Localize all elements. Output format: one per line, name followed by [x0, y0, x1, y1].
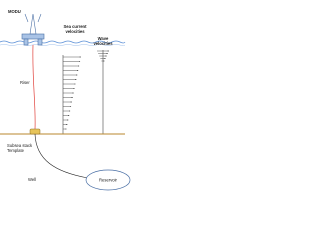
subsea-stack	[29, 128, 41, 135]
sea-current-label: Sea current	[63, 24, 87, 29]
modu-icon	[21, 13, 45, 46]
wave-label: velocities	[93, 41, 113, 46]
sea-current-label: velocities	[65, 29, 85, 34]
water-surface	[0, 44, 126, 46]
subsea-label: Subsea stack	[7, 143, 33, 148]
reservoir	[85, 169, 131, 191]
well-label: Well	[28, 177, 36, 182]
subsea-label: Template	[7, 148, 25, 153]
riser	[32, 44, 36, 130]
modu-label: MODU	[8, 9, 21, 14]
diagram: MODU Riser Subsea stack Template Well Re…	[0, 9, 131, 191]
velocity-arrows	[62, 50, 109, 134]
water-surface	[0, 40, 126, 44]
reservoir-label: Reservoir	[99, 178, 118, 183]
page: MODU Riser Subsea stack Template Well Re…	[0, 9, 131, 191]
well	[34, 133, 89, 179]
riser-label: Riser	[20, 80, 30, 85]
wave-label: Wave	[98, 36, 109, 41]
